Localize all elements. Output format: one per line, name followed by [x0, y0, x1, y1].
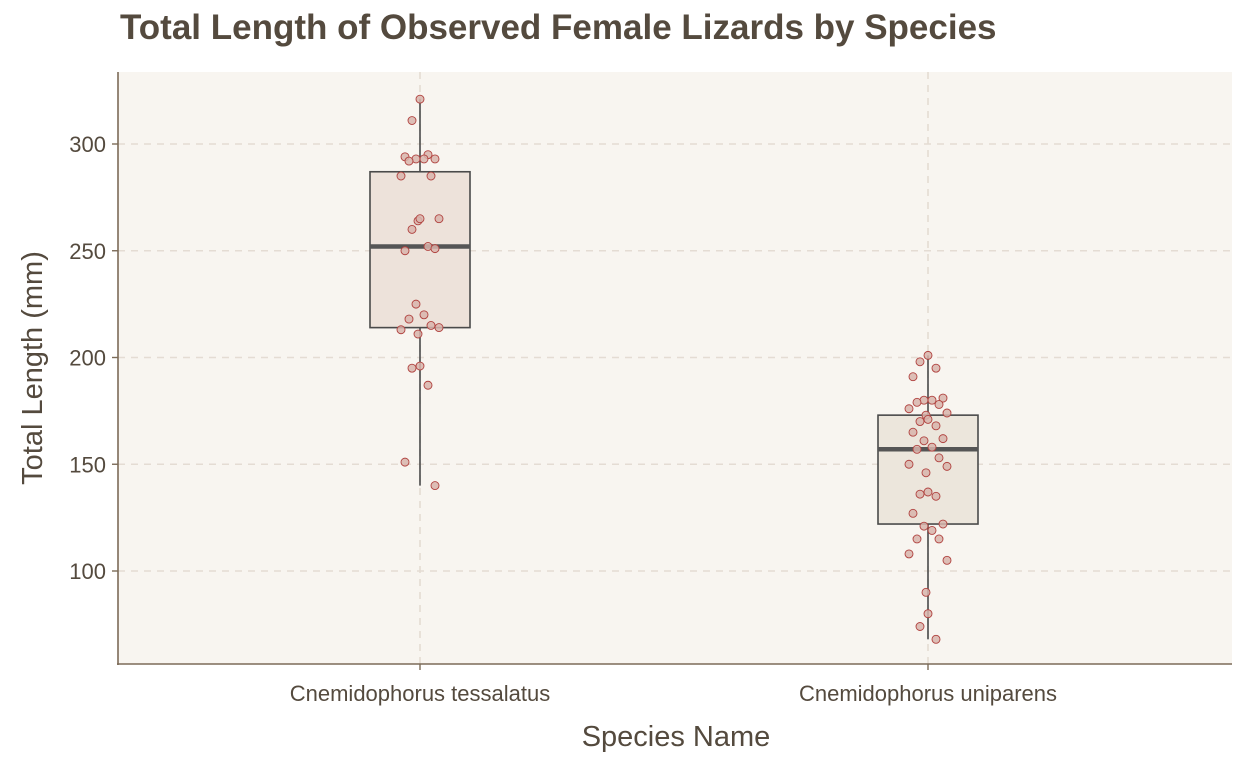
data-point: [919, 521, 929, 531]
data-point: [415, 94, 425, 104]
box-1: [369, 99, 471, 486]
data-point: [426, 321, 436, 330]
data-point: [912, 397, 922, 407]
data-point: [921, 468, 931, 478]
y-tick-label: 250: [69, 239, 106, 264]
data-point: [912, 444, 922, 454]
data-point: [931, 491, 941, 501]
y-tick-label: 200: [69, 346, 106, 371]
data-point: [938, 519, 948, 529]
y-tick-label: 300: [69, 132, 106, 157]
data-point: [407, 224, 417, 234]
data-point: [396, 325, 406, 335]
data-point: [938, 393, 948, 403]
data-point: [919, 436, 929, 446]
data-point: [423, 380, 433, 390]
data-point: [434, 323, 444, 333]
data-point: [396, 171, 406, 181]
data-point: [904, 459, 914, 469]
box-iqr: [369, 170, 471, 329]
data-point: [912, 534, 922, 544]
data-point: [400, 457, 410, 467]
data-point: [931, 634, 941, 644]
data-point: [942, 408, 952, 418]
x-tick-label: Cnemidophorus tessalatus: [290, 681, 550, 706]
box-layer: [369, 99, 979, 640]
box-2: [877, 355, 979, 640]
data-point: [430, 481, 440, 491]
data-point: [904, 549, 914, 559]
data-point: [931, 421, 941, 431]
data-point: [923, 414, 933, 424]
data-point: [942, 555, 952, 565]
data-point: [923, 487, 933, 497]
data-point: [400, 246, 410, 256]
data-point: [923, 350, 933, 360]
data-point: [411, 299, 421, 309]
data-point: [915, 622, 925, 631]
data-point: [915, 357, 925, 367]
data-point: [904, 404, 914, 414]
x-tick-label: Cnemidophorus uniparens: [799, 681, 1057, 706]
data-point: [908, 508, 918, 518]
data-point: [934, 453, 944, 463]
x-axis-title: Species Name: [582, 721, 771, 753]
data-point: [908, 372, 918, 382]
data-point: [931, 363, 941, 373]
data-point: [934, 534, 944, 544]
gridlines: [118, 72, 1232, 664]
data-point: [430, 244, 440, 254]
data-point: [426, 171, 436, 181]
chart-title: Total Length of Observed Female Lizards …: [120, 8, 997, 47]
data-point: [419, 310, 429, 320]
data-point: [415, 214, 425, 224]
y-tick-label: 100: [69, 559, 106, 584]
plot-panel: [118, 72, 1232, 664]
data-point: [927, 442, 937, 452]
data-point: [413, 329, 423, 339]
data-point: [923, 609, 933, 619]
data-point: [927, 395, 937, 405]
axes: 100 150 200 250 300 Cnemidophorus tessalatus C…: [69, 72, 1232, 706]
y-tick-label: 150: [69, 452, 106, 477]
data-point: [942, 461, 952, 471]
data-point: [915, 489, 925, 499]
data-point: [434, 214, 444, 224]
data-point: [938, 434, 948, 444]
data-point: [407, 116, 417, 125]
y-axis-title: Total Length (mm): [17, 251, 49, 485]
data-point: [921, 587, 931, 597]
data-point: [915, 417, 925, 426]
data-point: [415, 361, 425, 371]
data-point: [404, 314, 414, 324]
data-points: [396, 94, 952, 644]
data-point: [407, 363, 417, 373]
data-point: [908, 427, 918, 437]
data-point: [927, 525, 937, 535]
data-point: [419, 154, 429, 164]
data-point: [430, 154, 440, 164]
data-point: [404, 156, 414, 166]
data-point: [934, 400, 944, 409]
